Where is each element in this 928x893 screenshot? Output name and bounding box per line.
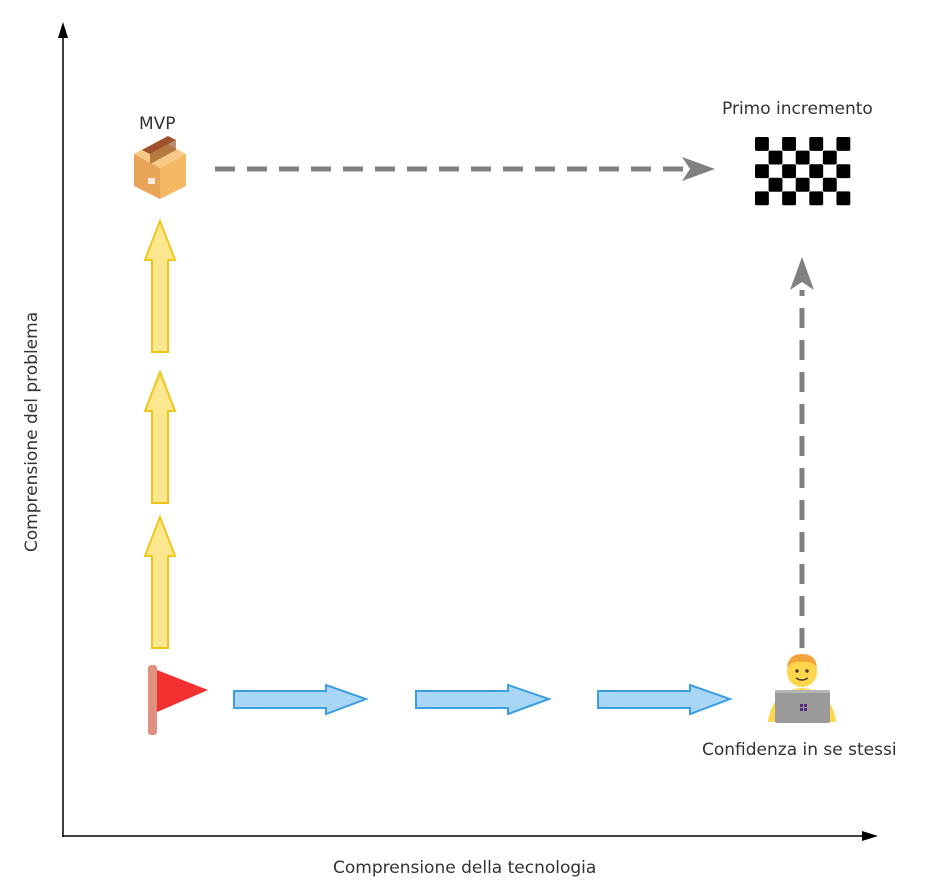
checker-square — [782, 164, 797, 179]
checker-square — [755, 191, 769, 206]
mvp-label: MVP — [139, 114, 176, 134]
package-box-icon — [134, 136, 186, 199]
dashed-arrows — [215, 157, 814, 648]
y-axis-label: Comprensione del problema — [22, 311, 42, 553]
checker-square — [822, 177, 837, 192]
checker-square — [782, 191, 797, 206]
checker-square — [782, 137, 797, 151]
checker-square — [809, 137, 824, 151]
checker-square — [822, 150, 837, 165]
dashed-arrowhead-up — [790, 257, 814, 290]
yellow-arrow-3 — [143, 218, 177, 353]
developer-label: Confidenza in se stessi — [702, 740, 897, 760]
checker-square — [795, 177, 810, 192]
yellow-arrows — [143, 218, 177, 649]
checker-square — [755, 137, 769, 151]
checker-square — [755, 164, 769, 179]
dashed-arrowhead-right — [682, 157, 715, 181]
checker-square — [809, 164, 824, 179]
checkered-flag-icon — [755, 137, 851, 206]
checker-square — [836, 164, 851, 179]
blue-arrow-2 — [415, 683, 552, 716]
blue-arrow-3 — [597, 683, 733, 716]
checker-square — [836, 191, 851, 206]
checker-square — [768, 177, 783, 192]
developer-laptop-icon — [768, 654, 836, 723]
x-axis-arrowhead — [862, 831, 878, 841]
goal-label: Primo incremento — [722, 99, 873, 119]
axes — [58, 22, 878, 841]
checker-square — [809, 191, 824, 206]
blue-arrows — [233, 683, 733, 716]
yellow-arrow-2 — [143, 369, 177, 504]
red-flag-icon — [148, 665, 208, 735]
checker-square — [795, 150, 810, 165]
checker-square — [768, 150, 783, 165]
yellow-arrow-1 — [143, 514, 177, 649]
blue-arrow-1 — [233, 683, 369, 716]
x-axis-label: Comprensione della tecnologia — [333, 858, 597, 878]
y-axis-arrowhead — [58, 22, 68, 38]
checker-square — [836, 137, 851, 151]
